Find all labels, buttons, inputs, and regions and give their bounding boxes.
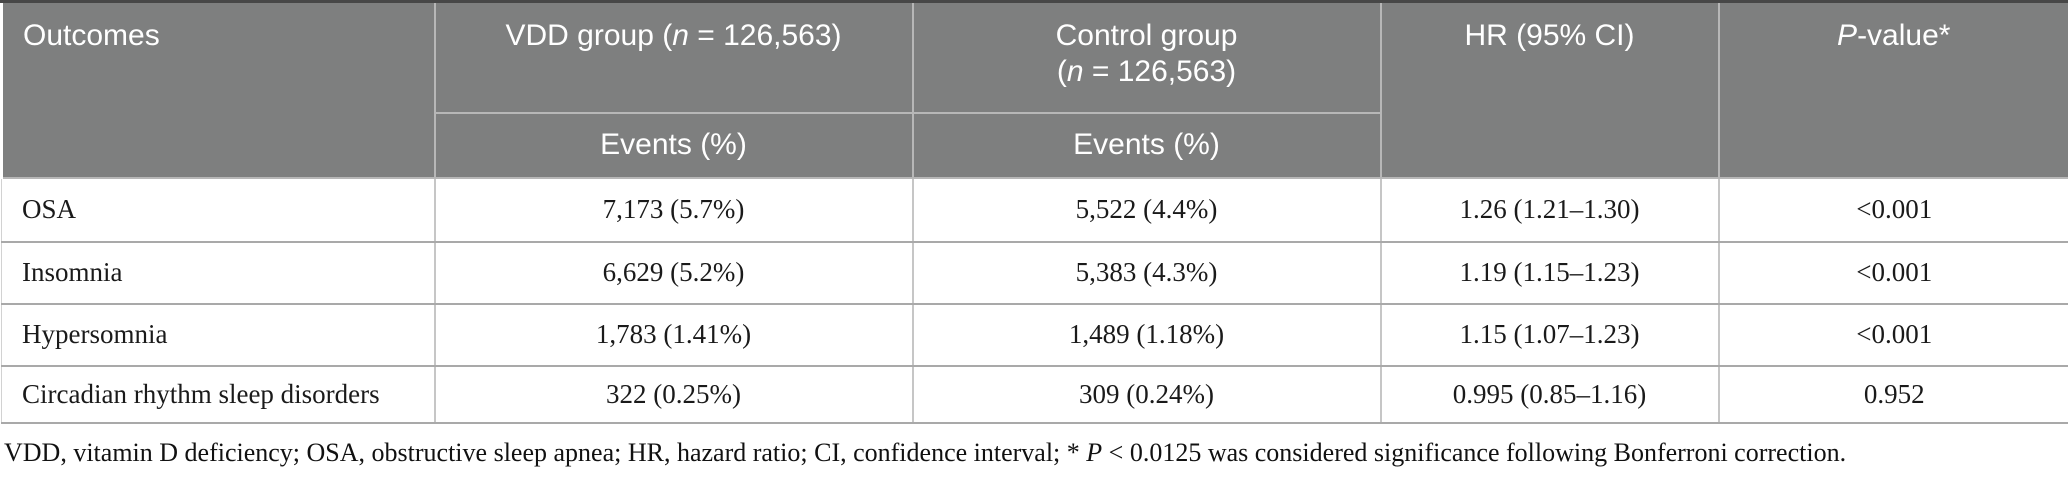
pvalue-cell: <0.001 [1717, 177, 2068, 243]
table-body: OSA 7,173 (5.7%) 5,522 (4.4%) 1.26 (1.21–1.… [1, 177, 2068, 424]
outcome-cell: OSA [1, 177, 436, 243]
vdd-group-label-pre: VDD group ( [505, 19, 673, 52]
table-row: Hypersomnia 1,783 (1.41%) 1,489 (1.18%) 1.1… [1, 303, 2068, 367]
footnote-text-post: < 0.0125 was considered significance fol… [1102, 437, 1847, 467]
outcome-cell: Hypersomnia [1, 303, 436, 367]
pvalue-cell: <0.001 [1717, 303, 2068, 367]
pvalue-label-post: -value* [1857, 19, 1951, 52]
pvalue-p-italic: P [1837, 19, 1858, 52]
table-footnote: VDD, vitamin D deficiency; OSA, obstruct… [0, 424, 2068, 468]
col-header-control-group: Control group (n = 126,563) [911, 0, 1382, 114]
vdd-events-cell: 7,173 (5.7%) [433, 177, 914, 243]
subheader-vdd-events: Events (%) [433, 112, 914, 179]
control-events-cell: 309 (0.24%) [911, 365, 1382, 424]
table-header: Outcomes VDD group (n = 126,563) Control… [0, 0, 2068, 179]
header-group-row: Outcomes VDD group (n = 126,563) Control… [0, 0, 2068, 179]
vdd-events-cell: 6,629 (5.2%) [433, 241, 914, 305]
subheader-control-events: Events (%) [911, 112, 1382, 179]
control-events-cell: 5,522 (4.4%) [911, 177, 1382, 243]
control-events-cell: 5,383 (4.3%) [911, 241, 1382, 305]
control-group-n-italic: n [1066, 55, 1084, 88]
col-header-pvalue: P-value* [1717, 0, 2068, 179]
vdd-events-cell: 322 (0.25%) [433, 365, 914, 424]
hr-ci-cell: 1.15 (1.07–1.23) [1379, 303, 1720, 367]
table-row: Circadian rhythm sleep disorders 322 (0.2… [1, 365, 2068, 424]
table-row: Insomnia 6,629 (5.2%) 5,383 (4.3%) 1.19 (1.… [1, 241, 2068, 305]
pvalue-cell: <0.001 [1717, 241, 2068, 305]
table-row: OSA 7,173 (5.7%) 5,522 (4.4%) 1.26 (1.21–1.… [1, 177, 2068, 243]
hr-ci-cell: 1.19 (1.15–1.23) [1379, 241, 1720, 305]
control-group-line2: (n = 126,563) [922, 54, 1372, 90]
control-group-line1: Control group [1055, 19, 1238, 52]
outcomes-table: Outcomes VDD group (n = 126,563) Control… [0, 0, 2068, 424]
control-group-label-pre: ( [1056, 55, 1067, 88]
control-group-label-post: = 126,563) [1083, 55, 1237, 88]
footnote-p-italic: P [1086, 437, 1103, 467]
pvalue-cell: 0.952 [1717, 365, 2068, 424]
header-sub-row: Events (%) Events (%) [2, 112, 2068, 179]
hr-ci-cell: 1.26 (1.21–1.30) [1379, 177, 1720, 243]
vdd-events-cell: 1,783 (1.41%) [433, 303, 914, 367]
vdd-group-label-post: = 126,563) [688, 19, 842, 52]
footnote-text-pre: VDD, vitamin D deficiency; OSA, obstruct… [4, 437, 1087, 467]
hr-ci-cell: 0.995 (0.85–1.16) [1379, 365, 1720, 424]
vdd-group-n-italic: n [672, 19, 689, 52]
outcome-cell: Circadian rhythm sleep disorders [1, 365, 436, 424]
col-header-outcomes: Outcomes [0, 0, 436, 179]
col-header-vdd-group: VDD group (n = 126,563) [433, 0, 914, 114]
col-header-hr-ci: HR (95% CI) [1379, 0, 1720, 179]
control-events-cell: 1,489 (1.18%) [911, 303, 1382, 367]
outcome-cell: Insomnia [1, 241, 436, 305]
